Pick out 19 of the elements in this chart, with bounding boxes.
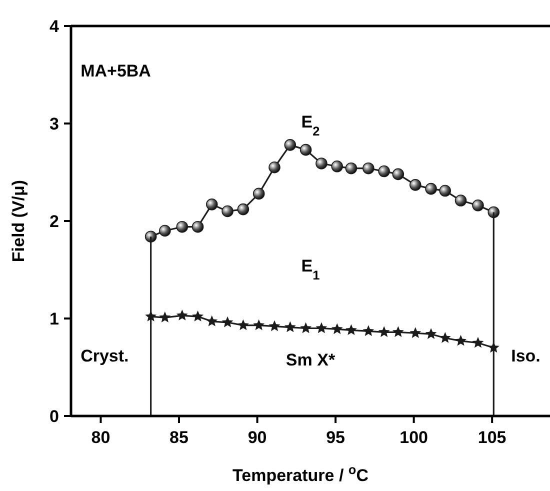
y-tick-label: 3 bbox=[50, 114, 59, 134]
x-tick-label: 95 bbox=[326, 428, 346, 447]
annotation: Cryst. bbox=[80, 346, 129, 366]
annotation: E$_{1}$ bbox=[301, 256, 320, 282]
y-tick-label: 2 bbox=[50, 212, 59, 231]
x-tick-label: 85 bbox=[170, 428, 188, 447]
y-tick-label: 0 bbox=[50, 407, 59, 426]
annotation: MA+5BA bbox=[80, 62, 151, 81]
x-axis-title: Temperature / $^{o}$C bbox=[232, 462, 368, 485]
x-tick-label: 80 bbox=[91, 428, 110, 447]
x-tick-label: 100 bbox=[400, 428, 428, 447]
annotation: Sm X* bbox=[286, 350, 336, 370]
x-tick-label: 105 bbox=[478, 428, 506, 447]
annotation: Iso. bbox=[511, 346, 540, 366]
y-tick-label: 4 bbox=[50, 17, 60, 36]
x-tick-label: 90 bbox=[248, 428, 267, 447]
annotation: E$_{2}$ bbox=[301, 112, 320, 138]
y-tick-label: 1 bbox=[50, 310, 59, 328]
y-axis-title: Field (V/μ) bbox=[9, 180, 28, 262]
